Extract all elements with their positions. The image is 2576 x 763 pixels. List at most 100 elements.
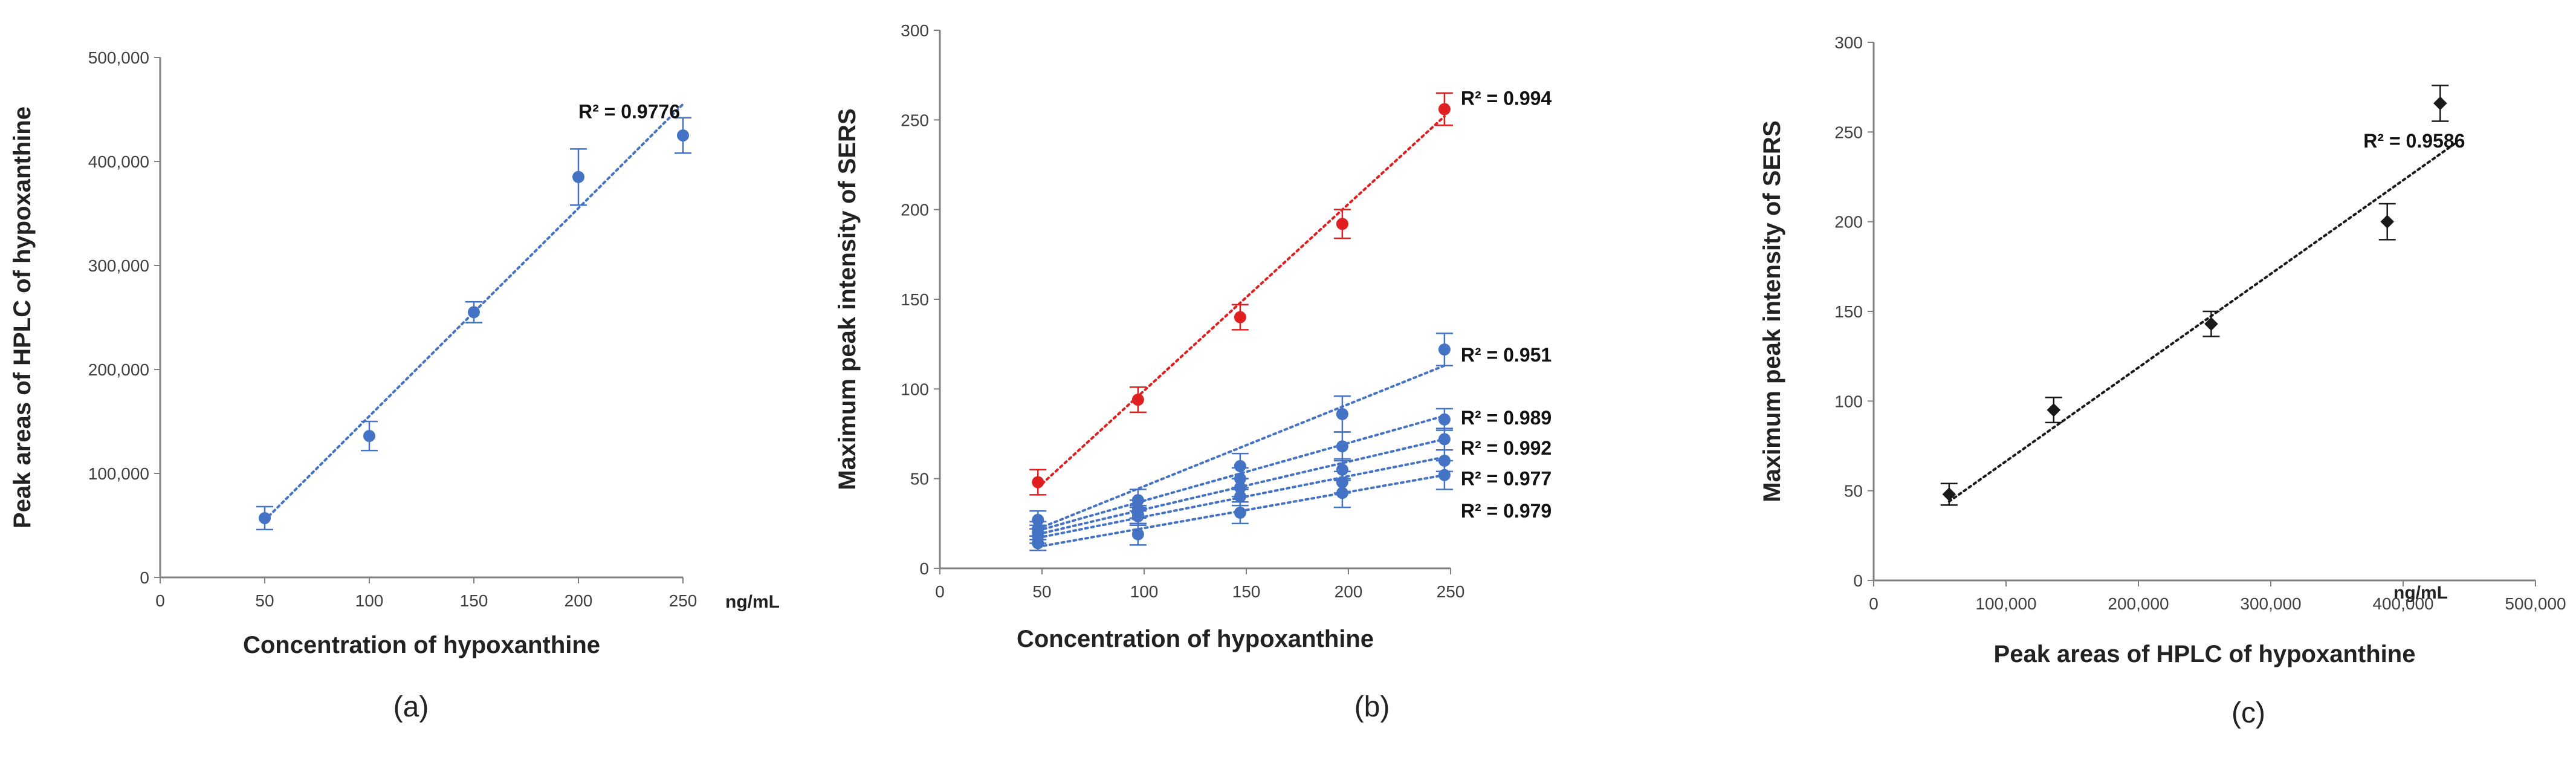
r2-label: R² = 0.9586	[2363, 130, 2465, 152]
data-point	[1942, 487, 1956, 501]
data-point	[572, 170, 584, 183]
r2-label: R² = 0.951	[1461, 344, 1552, 366]
y-tick-label: 0	[140, 568, 149, 587]
y-tick-label: 250	[901, 111, 929, 129]
trendline	[1037, 364, 1446, 530]
y-tick-label: 100,000	[88, 464, 149, 483]
x-tick-label: 0	[1869, 594, 1879, 613]
r2-label: R² = 0.989	[1461, 407, 1552, 429]
y-tick-label: 150	[901, 290, 929, 309]
x-axis-title: Concentration of hypoxanthine	[243, 632, 600, 658]
r2-label: R² = 0.979	[1461, 500, 1552, 522]
data-point	[1234, 507, 1246, 519]
y-tick-label: 200,000	[88, 360, 149, 379]
x-tick-label: 250	[669, 591, 697, 610]
y-tick-label: 50	[910, 470, 929, 489]
x-tick-label: 50	[1032, 582, 1051, 601]
y-tick-label: 200	[1834, 213, 1863, 232]
x-tick-label: 100,000	[1975, 594, 2036, 613]
trendline	[1037, 115, 1446, 489]
data-point	[363, 430, 375, 443]
series-5: R² = 0.979	[1029, 459, 1552, 551]
series-0: R² = 0.994	[1029, 88, 1552, 496]
r2-label: R² = 0.9776	[578, 100, 680, 122]
x-tick-label: 250	[1437, 582, 1465, 601]
data-point	[1131, 528, 1144, 541]
y-tick-label: 200	[901, 201, 929, 219]
data-point	[1336, 487, 1348, 499]
y-tick-label: 500,000	[88, 48, 149, 67]
data-point	[1234, 311, 1246, 323]
data-point	[1234, 490, 1246, 503]
x-unit-label: ng/mL	[725, 592, 780, 612]
series-0: R² = 0.9586	[1940, 84, 2465, 506]
data-point	[1032, 476, 1044, 489]
y-tick-label: 150	[1834, 302, 1863, 321]
data-point	[2380, 215, 2395, 229]
y-axis-title: Peak areas of HPLC of hypoxanthine	[9, 106, 36, 528]
y-tick-label: 400,000	[88, 152, 149, 171]
y-tick-label: 300	[1834, 33, 1863, 52]
r2-label: R² = 0.977	[1461, 468, 1552, 490]
data-point	[468, 306, 480, 319]
x-tick-label: 500,000	[2505, 594, 2566, 613]
y-tick-label: 50	[1844, 482, 1863, 501]
chart-panel-2: 0 50 100 150 200 250 300 0 100,000 200,000 300,000…	[1759, 33, 2566, 729]
data-point	[677, 129, 689, 141]
x-tick-label: 400,000	[2372, 594, 2433, 613]
data-point	[2047, 403, 2061, 417]
x-tick-label: 300,000	[2240, 594, 2301, 613]
trendline	[1947, 141, 2458, 503]
series-1: R² = 0.951	[1029, 333, 1552, 530]
y-tick-label: 300,000	[88, 256, 149, 275]
x-tick-label: 100	[355, 591, 384, 610]
r2-label: R² = 0.992	[1461, 437, 1552, 459]
data-point	[1234, 459, 1246, 472]
x-tick-label: 150	[460, 591, 488, 610]
data-point	[2204, 317, 2218, 331]
y-axis-title: Maximum peak intensity of SERS	[1759, 120, 1785, 502]
panel-caption: (b)	[1354, 691, 1390, 723]
y-axis-title: Maximum peak intensity of SERS	[834, 108, 861, 490]
data-point	[1438, 469, 1451, 481]
series-4: R² = 0.977	[1029, 449, 1552, 544]
x-tick-label: 100	[1130, 582, 1159, 601]
x-tick-label: 0	[935, 582, 945, 601]
x-axis-title: Peak areas of HPLC of hypoxanthine	[1994, 641, 2416, 667]
y-tick-label: 100	[901, 380, 929, 398]
data-point	[1336, 218, 1348, 230]
y-tick-label: 0	[919, 559, 929, 578]
data-point	[1032, 513, 1044, 526]
data-point	[1131, 394, 1144, 406]
x-tick-label: 200,000	[2108, 594, 2169, 613]
y-tick-label: 300	[901, 21, 929, 40]
x-tick-label: 0	[155, 591, 165, 610]
data-point	[1438, 433, 1451, 446]
x-tick-label: 150	[1232, 582, 1261, 601]
data-point	[259, 511, 271, 524]
chart-panel-0: 0 100,000 200,000 300,000 400,000 500,000 0 50 1…	[9, 48, 780, 723]
y-tick-label: 0	[1853, 571, 1863, 590]
trendline	[264, 103, 684, 522]
x-tick-label: 50	[255, 591, 274, 610]
x-tick-label: 200	[1335, 582, 1363, 601]
data-point	[1438, 103, 1451, 115]
data-point	[1438, 343, 1451, 356]
series-0: R² = 0.9776	[256, 100, 691, 531]
data-point	[1032, 537, 1044, 550]
panel-caption: (a)	[393, 691, 429, 723]
data-point	[1131, 510, 1144, 522]
x-axis-title: Concentration of hypoxanthine	[1017, 626, 1374, 652]
y-tick-label: 250	[1834, 123, 1863, 141]
data-point	[1438, 413, 1451, 426]
data-point	[1336, 463, 1348, 476]
x-tick-label: 200	[565, 591, 593, 610]
data-point	[1336, 407, 1348, 420]
data-point	[2433, 96, 2447, 111]
data-point	[1336, 440, 1348, 453]
panel-caption: (c)	[2231, 697, 2265, 729]
y-tick-label: 100	[1834, 392, 1863, 411]
r2-label: R² = 0.994	[1461, 88, 1552, 109]
